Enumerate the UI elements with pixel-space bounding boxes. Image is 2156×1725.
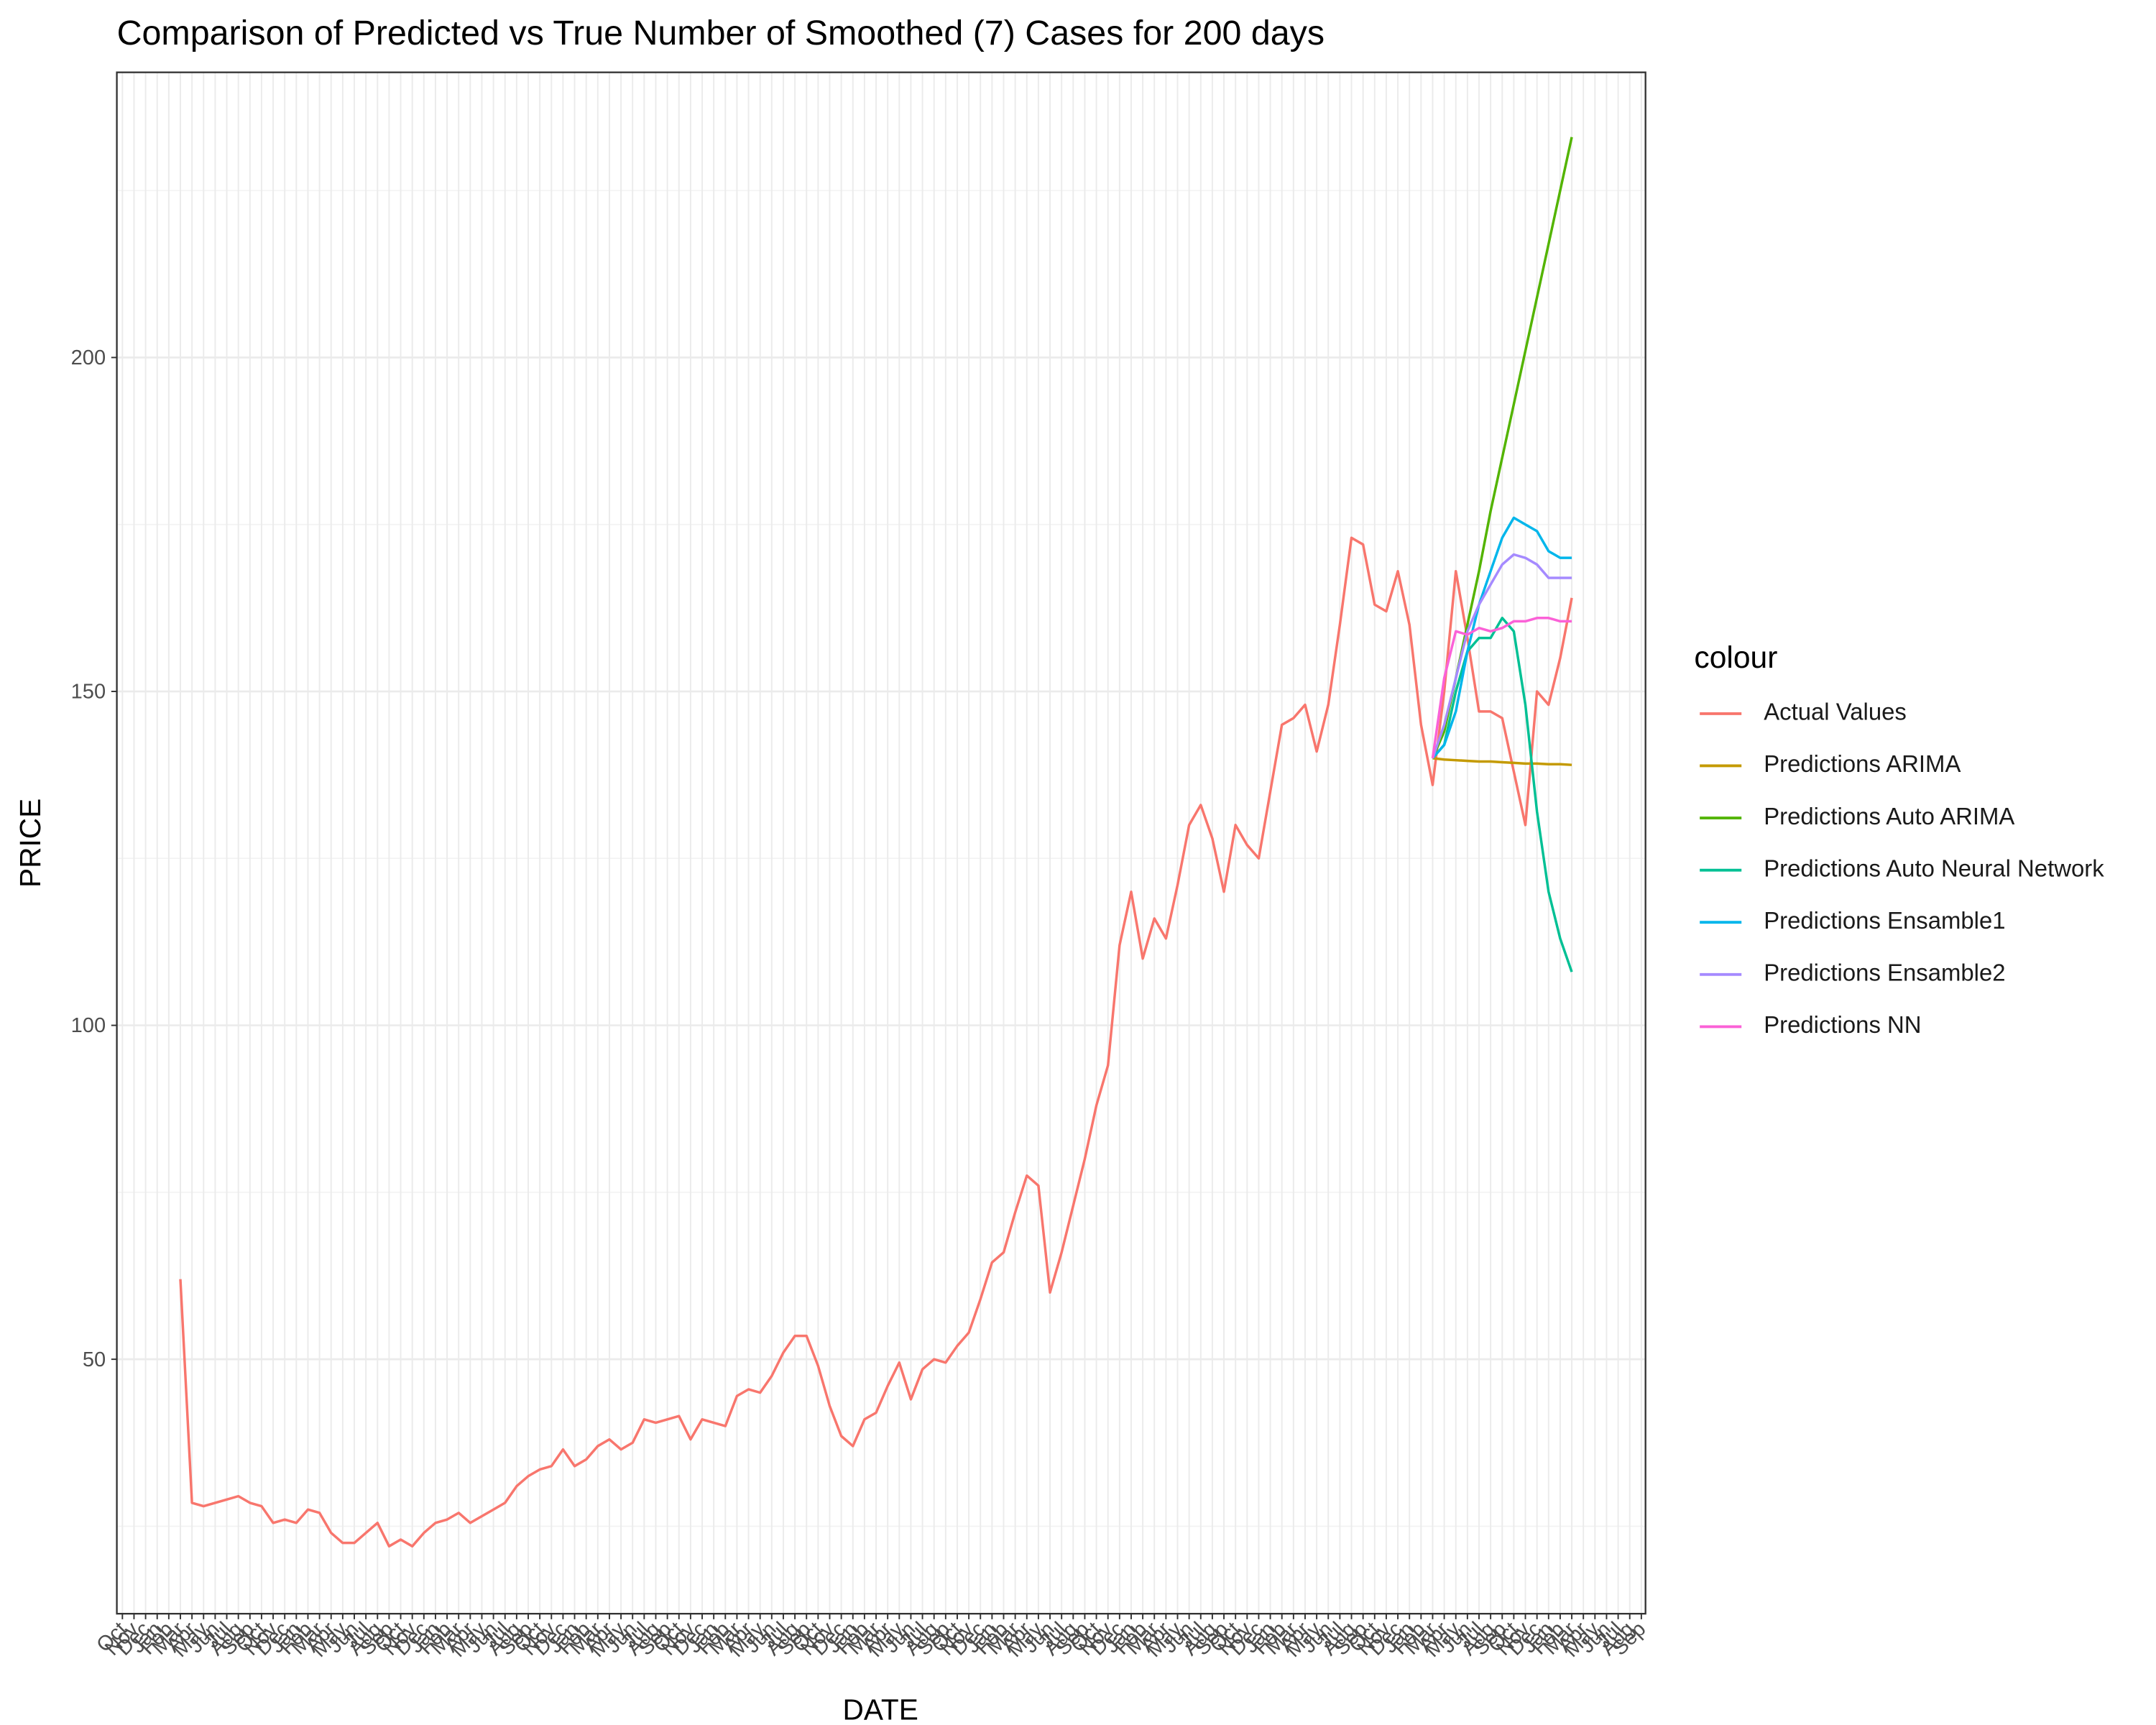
legend-label: Predictions ARIMA [1764, 750, 1961, 777]
y-tick-label: 200 [71, 346, 106, 369]
y-axis-label: PRICE [14, 799, 47, 888]
legend-title: colour [1694, 640, 1777, 675]
grid [116, 72, 1646, 1614]
plot-lines [179, 137, 1573, 1548]
series-line [1432, 516, 1572, 760]
series-line [1432, 757, 1572, 766]
legend-label: Predictions NN [1764, 1011, 1921, 1038]
series-line [179, 536, 1573, 1548]
legend: Actual Values Predictions ARIMA Prediction… [1700, 699, 2104, 1038]
series-line [1431, 617, 1572, 759]
legend-label: Predictions Auto ARIMA [1764, 803, 2014, 829]
legend-label: Predictions Ensamble1 [1764, 907, 2005, 934]
legend-label: Predictions Auto Neural Network [1764, 855, 2104, 881]
y-tick-label: 150 [71, 681, 106, 704]
y-tick-label: 100 [71, 1014, 106, 1037]
y-tick-label: 50 [83, 1348, 106, 1371]
legend-label: Actual Values [1764, 699, 1907, 725]
series-line [1431, 553, 1572, 759]
series-line [1432, 617, 1573, 972]
panel-border [116, 71, 1646, 1615]
legend-label: Predictions Ensamble2 [1764, 959, 2005, 985]
x-axis-label: DATE [842, 1693, 918, 1725]
chart-title: Comparison of Predicted vs True Number o… [117, 14, 1325, 52]
